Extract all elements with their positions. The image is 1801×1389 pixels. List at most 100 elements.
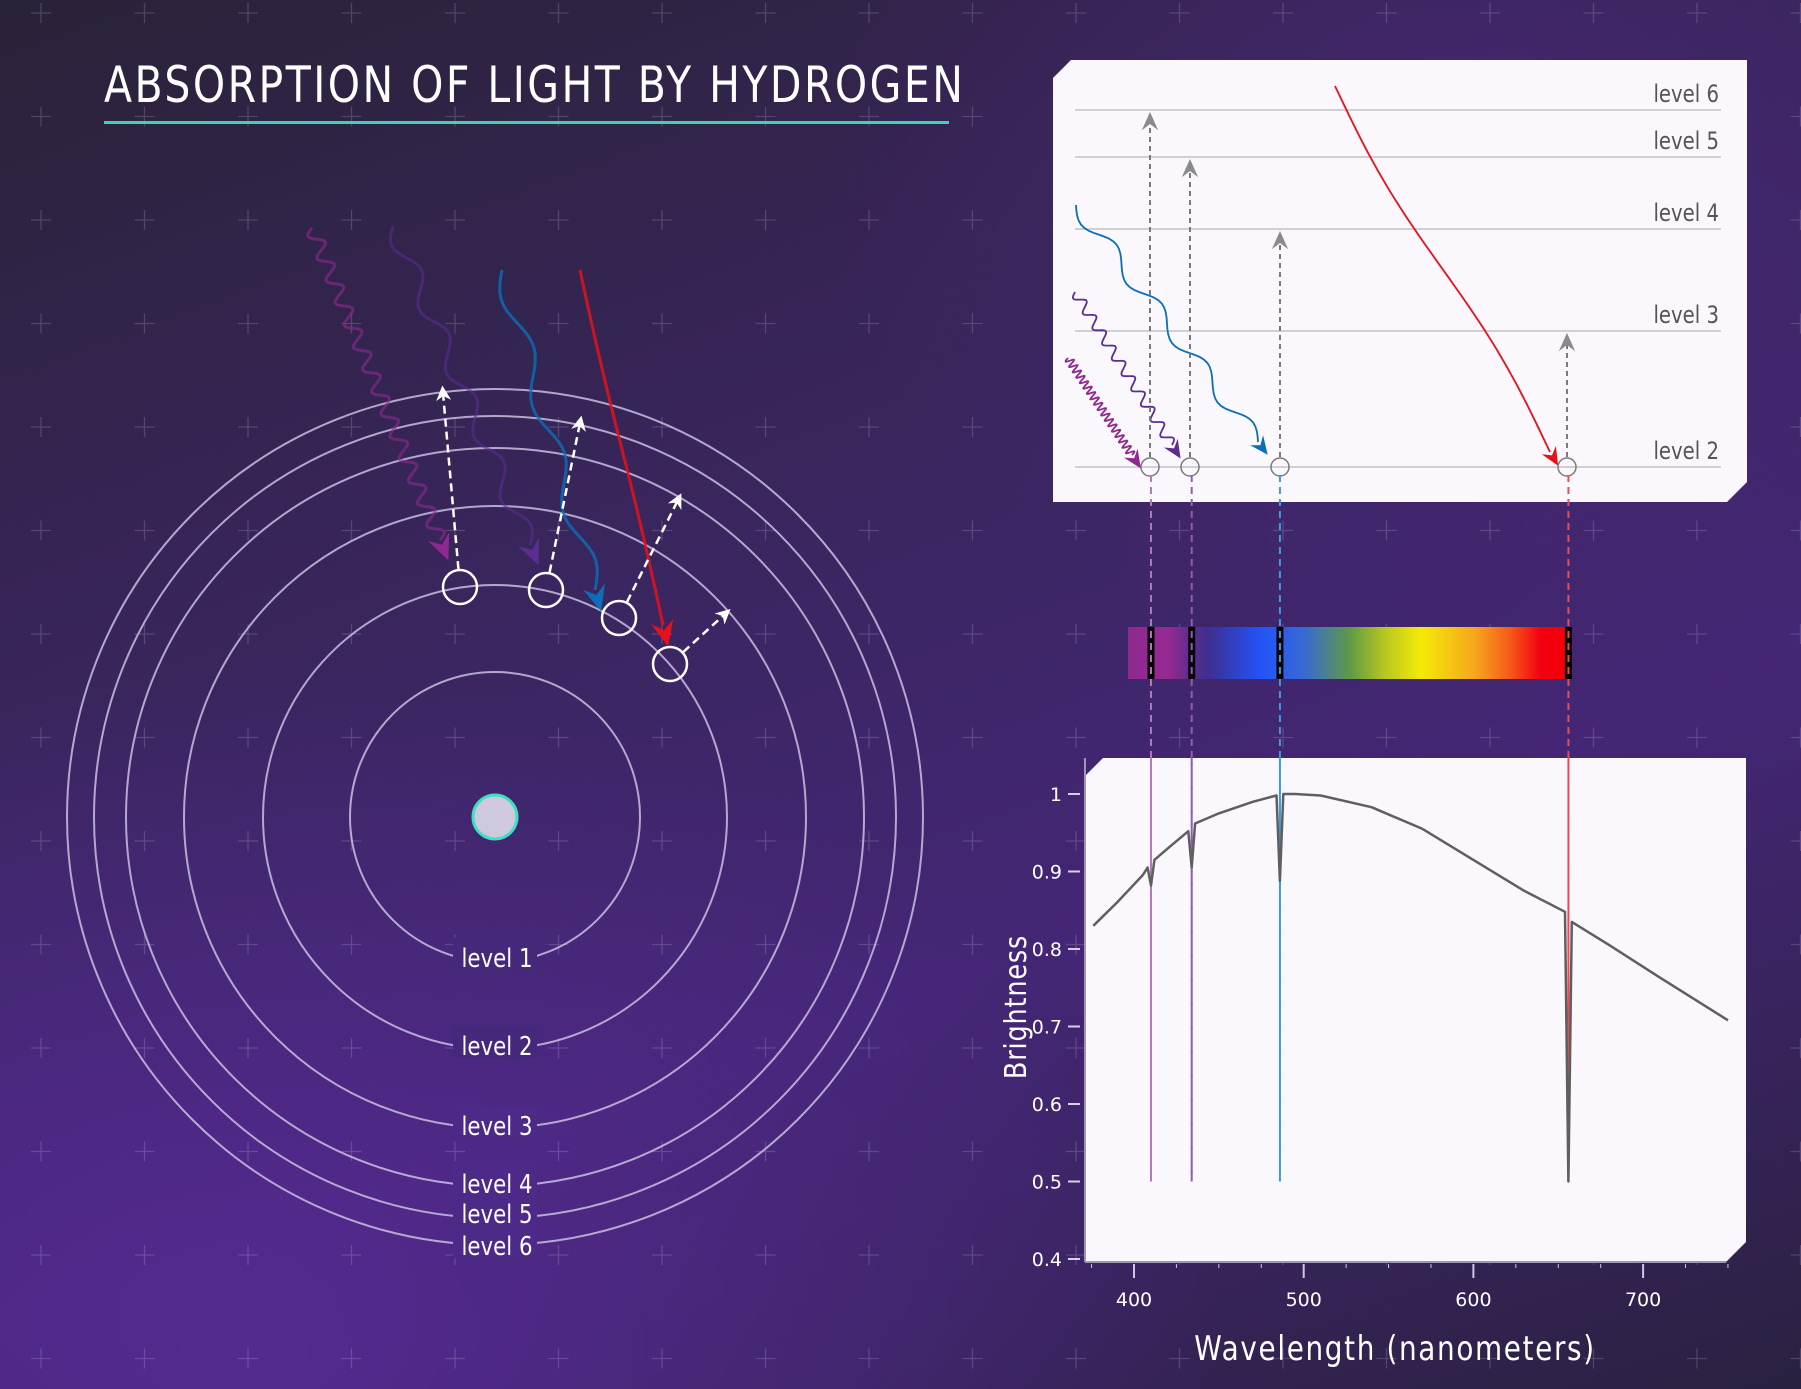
grid-plus-icon [134, 727, 155, 748]
grid-plus-icon [1066, 1348, 1086, 1369]
y-tick-label: 0.7 [1032, 1017, 1062, 1039]
absorption-line [1188, 627, 1196, 679]
grid-plus-icon [134, 934, 155, 955]
grid-plus-icon [1376, 1348, 1397, 1369]
grid-plus-icon [962, 1348, 983, 1369]
grid-plus-icon [755, 934, 776, 955]
panel-photon-wave-violet [1064, 357, 1136, 456]
grid-plus-icon [1480, 727, 1500, 748]
grid-plus-icon [1066, 934, 1086, 955]
grid-plus-icon [652, 1141, 672, 1162]
grid-plus-icon [1790, 210, 1801, 230]
grid-plus-icon [755, 520, 776, 541]
grid-plus-icon [1376, 3, 1397, 23]
grid-plus-icon [1169, 1348, 1190, 1369]
grid-plus-icon [445, 1348, 465, 1369]
grid-plus-icon [1273, 1348, 1293, 1369]
energy-panel-background [1053, 60, 1747, 502]
grid-plus-icon [755, 3, 776, 23]
grid-plus-icon [755, 313, 776, 334]
grid-plus-icon [31, 1038, 51, 1058]
y-tick-label: 0.5 [1032, 1172, 1062, 1194]
grid-plus-icon [1376, 727, 1397, 748]
grid-plus-icon [755, 1141, 776, 1162]
grid-plus-icon [1790, 934, 1801, 955]
grid-plus-icon [238, 1141, 258, 1162]
grid-plus-icon [962, 106, 983, 127]
grid-plus-icon [31, 1348, 51, 1369]
grid-plus-icon [31, 106, 51, 127]
photon-wave-indigo [388, 225, 535, 546]
grid-plus-icon [1169, 3, 1190, 23]
grid-plus-icon [652, 313, 672, 334]
grid-plus-icon [1066, 3, 1086, 23]
grid-plus-icon [859, 3, 879, 23]
grid-plus-icon [341, 934, 362, 955]
grid-plus-icon [962, 313, 983, 334]
grid-plus-icon [755, 831, 776, 851]
grid-plus-icon [341, 1141, 362, 1162]
orbit-label: level 1 [461, 943, 532, 974]
grid-plus-icon [652, 831, 672, 851]
panel-photon-arrow-red-icon [1541, 445, 1559, 466]
grid-plus-icon [1066, 1141, 1086, 1162]
grid-plus-icon [134, 831, 155, 851]
grid-plus-icon [1583, 624, 1604, 644]
grid-plus-icon [652, 727, 672, 748]
electron-jump-arrow [625, 493, 682, 603]
grid-plus-icon [238, 1348, 258, 1369]
electron-icon [1557, 457, 1577, 477]
grid-plus-icon [1480, 1348, 1500, 1369]
grid-plus-icon [1790, 106, 1801, 127]
grid-plus-icon [1273, 727, 1293, 748]
grid-plus-icon [1790, 313, 1801, 334]
grid-plus-icon [134, 1348, 155, 1369]
grid-plus-icon [1790, 624, 1801, 644]
grid-plus-icon [445, 1141, 465, 1162]
energy-level-label: level 5 [1653, 128, 1719, 155]
grid-plus-icon [341, 520, 362, 541]
grid-plus-icon [1583, 727, 1604, 748]
grid-plus-icon [341, 210, 362, 230]
electron-icon [651, 645, 689, 683]
grid-plus-icon [859, 210, 879, 230]
grid-plus-icon [134, 1141, 155, 1162]
grid-plus-icon [1790, 727, 1801, 748]
energy-level-label: level 3 [1653, 302, 1719, 329]
grid-plus-icon [31, 417, 51, 437]
title-underline [104, 121, 949, 124]
y-tick-label: 0.6 [1032, 1094, 1062, 1116]
grid-plus-icon [238, 727, 258, 748]
orbit-label-mask [453, 938, 537, 970]
grid-plus-icon [548, 831, 569, 851]
grid-plus-icon [1790, 831, 1801, 851]
grid-plus-icon [859, 1348, 879, 1369]
grid-plus-icon [1169, 727, 1190, 748]
grid-plus-icon [1790, 1038, 1801, 1058]
y-tick-label: 0.9 [1032, 862, 1062, 884]
spectrum-bar [1128, 627, 1572, 679]
grid-plus-icon [31, 1245, 51, 1265]
grid-plus-icon [134, 1245, 155, 1265]
grid-plus-icon [445, 831, 465, 851]
photon-arrow-red-icon [651, 618, 674, 647]
grid-plus-icon [859, 520, 879, 541]
grid-plus-icon [548, 3, 569, 23]
grid-plus-icon [1066, 520, 1086, 541]
grid-plus-icon [1480, 520, 1500, 541]
electron-icon [600, 599, 638, 637]
grid-plus-icon [31, 520, 51, 541]
absorption-line [1564, 627, 1572, 679]
grid-plus-icon [238, 3, 258, 23]
grid-plus-icon [1066, 831, 1086, 851]
orbit-label: level 2 [461, 1031, 532, 1062]
grid-plus-icon [31, 313, 51, 334]
spectrum-gradient [1128, 627, 1572, 679]
electron-jump-arrow [682, 608, 731, 653]
grid-plus-icon [755, 624, 776, 644]
grid-plus-icon [31, 1141, 51, 1162]
orbit-label-mask [453, 1226, 537, 1258]
grid-plus-icon [1790, 1348, 1801, 1369]
